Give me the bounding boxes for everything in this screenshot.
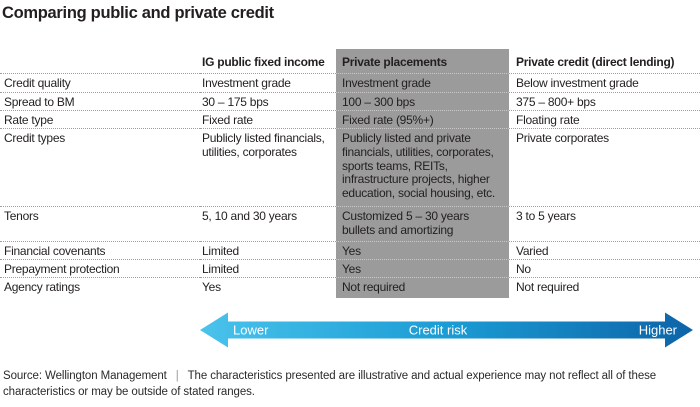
header-private-placements: Private placements: [336, 49, 509, 73]
header-ig-public-fixed-income: IG public fixed income: [202, 55, 325, 69]
cell-value-highlighted: 100 – 300 bps: [336, 92, 509, 110]
arrow-shape: [200, 312, 693, 348]
source-note: Source: Wellington Management | The charac…: [3, 369, 699, 400]
cell-value: 375 – 800+ bps: [509, 92, 700, 110]
disclaimer-text: The characteristics presented are illust…: [3, 370, 657, 398]
cell-value-highlighted: Not required: [336, 277, 509, 298]
cell-value: Not required: [509, 277, 700, 298]
table-row-prepayment-protection: Prepayment protection Limited Yes No: [0, 259, 700, 277]
cell-value: Varied: [509, 241, 700, 259]
table-row-rate-type: Rate type Fixed rate Fixed rate (95%+) F…: [0, 110, 700, 128]
cell-value: Floating rate: [509, 110, 700, 128]
credit-risk-gradient-arrow: Lower Credit risk Higher: [198, 311, 695, 349]
cell-value: Investment grade: [200, 73, 336, 92]
cell-value: Fixed rate: [200, 110, 336, 128]
double-arrow-icon: Lower Credit risk Higher: [200, 312, 693, 348]
header-empty: [0, 49, 200, 73]
row-label: Credit types: [0, 128, 200, 206]
cell-value-highlighted: Yes: [336, 241, 509, 259]
cell-value-highlighted: Publicly listed and private financials, …: [336, 128, 509, 206]
footer-separator: |: [175, 370, 179, 382]
row-label: Prepayment protection: [0, 259, 200, 277]
table-row-agency-ratings: Agency ratings Yes Not required Not requ…: [0, 277, 700, 298]
cell-value: Private corporates: [509, 128, 700, 206]
cell-value: 30 – 175 bps: [200, 92, 336, 110]
cell-value-highlighted: Investment grade: [336, 73, 509, 92]
arrow-label-higher: Higher: [639, 323, 678, 338]
cell-value: Yes: [200, 277, 336, 298]
cell-value: 3 to 5 years: [509, 206, 700, 241]
cell-value: Limited: [200, 259, 336, 277]
table-row-spread-to-bm: Spread to BM 30 – 175 bps 100 – 300 bps …: [0, 92, 700, 110]
table-row-credit-quality: Credit quality Investment grade Investme…: [0, 73, 700, 92]
row-label: Rate type: [0, 110, 200, 128]
table-row-financial-covenants: Financial covenants Limited Yes Varied: [0, 241, 700, 259]
cell-value: Limited: [200, 241, 336, 259]
row-label: Tenors: [0, 206, 200, 241]
cell-value: Below investment grade: [509, 73, 700, 92]
row-label: Financial covenants: [0, 241, 200, 259]
arrow-label-credit-risk: Credit risk: [409, 323, 468, 338]
header-private-credit: Private credit (direct lending): [516, 55, 675, 69]
source-text: Source: Wellington Management: [3, 370, 167, 382]
row-label: Agency ratings: [0, 277, 200, 298]
table-row-credit-types: Credit types Publicly listed financials,…: [0, 128, 700, 206]
cell-value-highlighted: Customized 5 – 30 years bullets and amor…: [336, 206, 509, 241]
cell-value-highlighted: Yes: [336, 259, 509, 277]
table-row-tenors: Tenors 5, 10 and 30 years Customized 5 –…: [0, 206, 700, 241]
cell-value: Publicly listed financials, utilities, c…: [200, 128, 336, 206]
cell-value: No: [509, 259, 700, 277]
comparison-table: IG public fixed income Private placement…: [0, 49, 700, 298]
arrow-label-lower: Lower: [233, 323, 269, 338]
row-label: Spread to BM: [0, 92, 200, 110]
cell-value-highlighted: Fixed rate (95%+): [336, 110, 509, 128]
cell-value: 5, 10 and 30 years: [200, 206, 336, 241]
page-title: Comparing public and private credit: [2, 4, 274, 22]
row-label: Credit quality: [0, 73, 200, 92]
table-header-row: IG public fixed income Private placement…: [0, 49, 700, 73]
